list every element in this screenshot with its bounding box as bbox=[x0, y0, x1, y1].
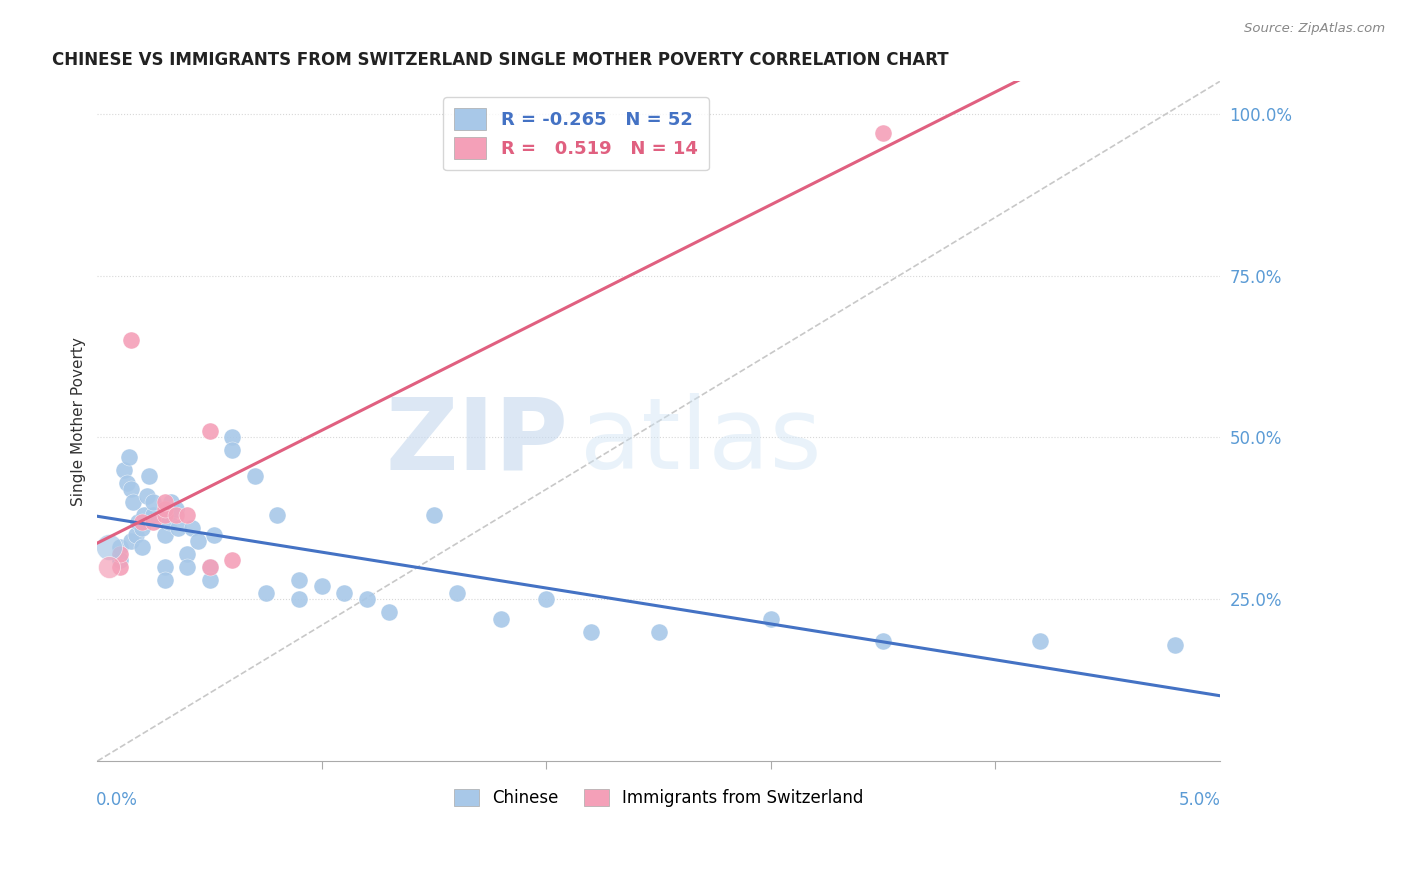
Point bbox=[647, 624, 669, 639]
Text: CHINESE VS IMMIGRANTS FROM SWITZERLAND SINGLE MOTHER POVERTY CORRELATION CHART: CHINESE VS IMMIGRANTS FROM SWITZERLAND S… bbox=[52, 51, 949, 69]
Point bbox=[423, 508, 446, 522]
Point bbox=[311, 579, 333, 593]
Point bbox=[491, 612, 513, 626]
Point bbox=[142, 508, 165, 522]
Point bbox=[142, 515, 165, 529]
Text: Source: ZipAtlas.com: Source: ZipAtlas.com bbox=[1244, 22, 1385, 36]
Point bbox=[221, 553, 243, 567]
Point bbox=[176, 508, 198, 522]
Point bbox=[288, 592, 311, 607]
Point bbox=[165, 501, 187, 516]
Y-axis label: Single Mother Poverty: Single Mother Poverty bbox=[72, 337, 86, 506]
Text: 5.0%: 5.0% bbox=[1180, 791, 1220, 809]
Point bbox=[198, 560, 221, 574]
Point bbox=[135, 489, 157, 503]
Point bbox=[115, 475, 138, 490]
Legend: Chinese, Immigrants from Switzerland: Chinese, Immigrants from Switzerland bbox=[447, 782, 870, 814]
Point bbox=[333, 586, 356, 600]
Point bbox=[157, 515, 180, 529]
Point bbox=[108, 541, 131, 555]
Point bbox=[266, 508, 288, 522]
Point bbox=[872, 126, 894, 140]
Point bbox=[108, 553, 131, 567]
Point bbox=[872, 634, 894, 648]
Point bbox=[165, 508, 187, 522]
Point bbox=[153, 560, 176, 574]
Point bbox=[153, 527, 176, 541]
Point bbox=[176, 547, 198, 561]
Point bbox=[536, 592, 558, 607]
Text: ZIP: ZIP bbox=[385, 393, 569, 490]
Point bbox=[153, 501, 176, 516]
Point bbox=[108, 560, 131, 574]
Point bbox=[202, 527, 225, 541]
Point bbox=[112, 463, 135, 477]
Point bbox=[120, 333, 142, 347]
Point bbox=[187, 533, 209, 548]
Point bbox=[97, 541, 120, 555]
Point bbox=[153, 495, 176, 509]
Point bbox=[118, 450, 141, 464]
Point bbox=[120, 482, 142, 496]
Point bbox=[153, 508, 176, 522]
Point bbox=[97, 560, 120, 574]
Point bbox=[288, 573, 311, 587]
Point bbox=[131, 521, 153, 535]
Point bbox=[180, 521, 202, 535]
Point bbox=[759, 612, 782, 626]
Point bbox=[254, 586, 277, 600]
Point bbox=[153, 573, 176, 587]
Point bbox=[198, 424, 221, 438]
Point bbox=[1029, 634, 1052, 648]
Point bbox=[120, 533, 142, 548]
Point bbox=[176, 560, 198, 574]
Point bbox=[198, 573, 221, 587]
Point bbox=[124, 527, 146, 541]
Point bbox=[378, 605, 401, 619]
Point bbox=[221, 430, 243, 444]
Point bbox=[122, 495, 145, 509]
Point bbox=[243, 469, 266, 483]
Point bbox=[131, 515, 153, 529]
Point bbox=[142, 495, 165, 509]
Point bbox=[581, 624, 603, 639]
Point bbox=[1164, 638, 1187, 652]
Point bbox=[221, 443, 243, 458]
Point bbox=[131, 541, 153, 555]
Point bbox=[160, 495, 183, 509]
Point bbox=[446, 586, 468, 600]
Point bbox=[167, 521, 190, 535]
Point bbox=[134, 508, 156, 522]
Text: 0.0%: 0.0% bbox=[96, 791, 138, 809]
Point bbox=[108, 547, 131, 561]
Point bbox=[198, 560, 221, 574]
Point bbox=[356, 592, 378, 607]
Point bbox=[127, 515, 149, 529]
Text: atlas: atlas bbox=[581, 393, 821, 490]
Point bbox=[138, 469, 160, 483]
